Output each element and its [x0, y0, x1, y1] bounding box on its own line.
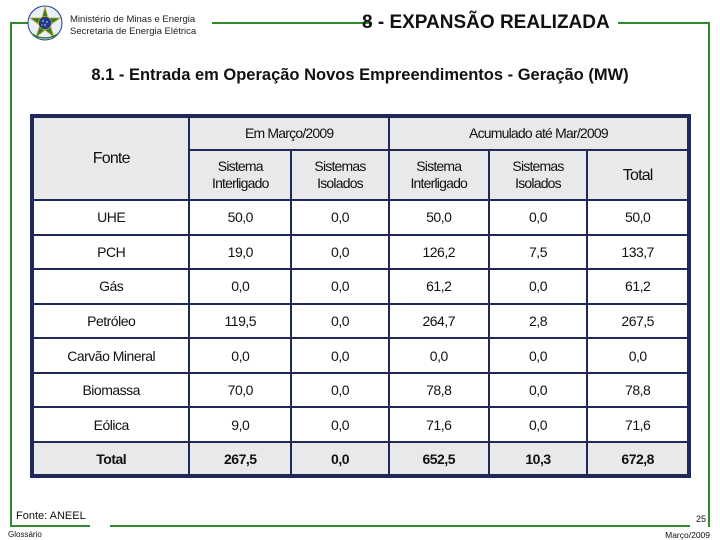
cell-total-value: 672,8: [588, 443, 687, 474]
cell-fonte: Biomassa: [34, 373, 189, 407]
cell-value: 0,0: [292, 304, 388, 338]
org-secretariat: Secretaria de Energia Elétrica: [70, 26, 197, 37]
brazil-coat-of-arms-icon: [27, 5, 63, 41]
cell-value: 0,0: [190, 339, 291, 372]
header-sistema-interligado: Sistema Interligado: [389, 151, 488, 199]
cell-value: 267,5: [588, 304, 687, 338]
frame-bottom-line: [10, 525, 90, 527]
cell-value: 119,5: [190, 304, 291, 338]
table-row: Carvão Mineral 0,0 0,0 0,0 0,0 0,0: [34, 339, 687, 372]
header-sistemas-isolados: Sistemas Isolados: [489, 151, 587, 199]
footer-date: Março/2009: [665, 530, 710, 540]
cell-value: 0,0: [588, 339, 687, 372]
cell-value: 9,0: [190, 408, 291, 441]
header-sistemas-isolados: Sistemas Isolados: [292, 151, 388, 199]
cell-value: 61,2: [588, 270, 687, 303]
cell-value: 78,8: [389, 373, 488, 407]
header-sistema-interligado: Sistema Interligado: [190, 151, 291, 199]
org-name: Ministério de Minas e Energia Secretaria…: [70, 14, 196, 38]
cell-value: 0,0: [292, 201, 388, 234]
cell-value: 19,0: [190, 235, 291, 269]
table-sub-header-row: Sistema Interligado Sistemas Isolados Si…: [34, 151, 687, 199]
glossary-link[interactable]: Glossário: [8, 530, 42, 539]
header-fonte: Fonte: [34, 118, 189, 199]
cell-value: 2,8: [489, 304, 587, 338]
cell-fonte: PCH: [34, 235, 189, 269]
cell-total-value: 0,0: [292, 443, 388, 474]
cell-value: 70,0: [190, 373, 291, 407]
cell-value: 71,6: [588, 408, 687, 441]
page-number: 25: [695, 514, 706, 524]
frame-left-line: [10, 22, 12, 527]
cell-value: 0,0: [489, 270, 587, 303]
cell-value: 0,0: [190, 270, 291, 303]
table-row: PCH 19,0 0,0 126,2 7,5 133,7: [34, 235, 687, 269]
cell-value: 0,0: [292, 373, 388, 407]
table-total-row: Total 267,5 0,0 652,5 10,3 672,8: [34, 443, 687, 474]
cell-value: 0,0: [489, 339, 587, 372]
cell-value: 133,7: [588, 235, 687, 269]
cell-value: 78,8: [588, 373, 687, 407]
cell-value: 0,0: [389, 339, 488, 372]
table-row: Petróleo 119,5 0,0 264,7 2,8 267,5: [34, 304, 687, 338]
table-group-header-row: Fonte Em Março/2009 Acumulado até Mar/20…: [34, 118, 687, 199]
section-subtitle: 8.1 - Entrada em Operação Novos Empreend…: [91, 66, 629, 84]
cell-total-value: 10,3: [489, 443, 587, 474]
source-note: Fonte: ANEEL: [16, 510, 86, 522]
header-group-em-marco: Em Março/2009: [190, 118, 388, 149]
generation-table: Fonte Em Março/2009 Acumulado até Mar/20…: [30, 114, 691, 478]
frame-top-line: [212, 22, 372, 24]
cell-value: 0,0: [292, 408, 388, 441]
cell-value: 0,0: [489, 373, 587, 407]
cell-value: 0,0: [292, 339, 388, 372]
cell-value: 0,0: [489, 408, 587, 441]
table-row: Biomassa 70,0 0,0 78,8 0,0 78,8: [34, 373, 687, 407]
header-total: Total: [588, 151, 687, 199]
cell-fonte: Eólica: [34, 408, 189, 441]
cell-fonte: Petróleo: [34, 304, 189, 338]
cell-value: 0,0: [292, 235, 388, 269]
header-group-acumulado: Acumulado até Mar/2009: [389, 118, 687, 149]
page-title: 8 - EXPANSÃO REALIZADA: [362, 12, 610, 33]
cell-value: 0,0: [292, 270, 388, 303]
cell-fonte: UHE: [34, 201, 189, 234]
table-row: UHE 50,0 0,0 50,0 0,0 50,0: [34, 201, 687, 234]
cell-total-label: Total: [34, 443, 189, 474]
frame-top-line: [10, 22, 28, 24]
cell-value: 50,0: [389, 201, 488, 234]
cell-value: 0,0: [489, 201, 587, 234]
cell-value: 50,0: [588, 201, 687, 234]
frame-right-line: [708, 22, 710, 527]
cell-total-value: 267,5: [190, 443, 291, 474]
cell-value: 71,6: [389, 408, 488, 441]
cell-value: 61,2: [389, 270, 488, 303]
cell-fonte: Gás: [34, 270, 189, 303]
frame-bottom-line: [110, 525, 690, 527]
table-row: Eólica 9,0 0,0 71,6 0,0 71,6: [34, 408, 687, 441]
org-ministry: Ministério de Minas e Energia: [70, 14, 196, 25]
cell-total-value: 652,5: [389, 443, 488, 474]
frame-top-line: [618, 22, 710, 24]
cell-value: 126,2: [389, 235, 488, 269]
cell-fonte: Carvão Mineral: [34, 339, 189, 372]
cell-value: 7,5: [489, 235, 587, 269]
cell-value: 264,7: [389, 304, 488, 338]
cell-value: 50,0: [190, 201, 291, 234]
table-row: Gás 0,0 0,0 61,2 0,0 61,2: [34, 270, 687, 303]
